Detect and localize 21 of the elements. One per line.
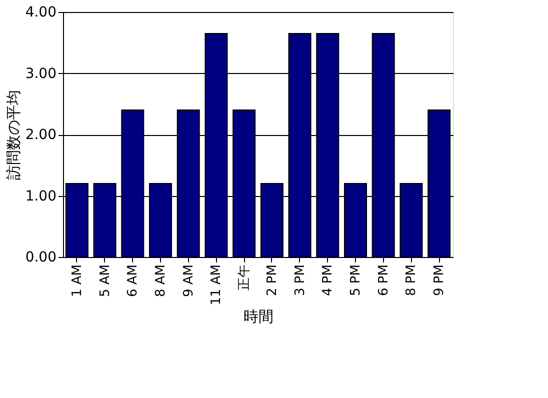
- x-tick-label: 正午: [237, 264, 252, 290]
- x-tick-label: 6 AM: [126, 264, 141, 298]
- y-tick-label: 0.00: [25, 250, 56, 266]
- x-tick-label: 8 PM: [404, 264, 420, 296]
- x-tick-label: 5 PM: [348, 264, 364, 296]
- x-tick-label: 2 PM: [264, 264, 280, 296]
- x-tick-label: 8 AM: [154, 264, 168, 298]
- x-axis-title: 時間: [244, 307, 274, 326]
- x-tick-label: 9 AM: [181, 264, 196, 298]
- y-tick-label: 4.00: [25, 4, 56, 20]
- x-tick-label: 1 AM: [70, 264, 85, 298]
- y-axis-title: 訪問数の平均: [4, 90, 22, 180]
- x-tick-label: 3 PM: [292, 264, 308, 296]
- x-tick-label: 6 PM: [376, 264, 392, 296]
- y-tick-label: 1.00: [25, 188, 56, 204]
- x-tick-label: 4 PM: [320, 264, 336, 296]
- x-tick-label: 5 AM: [98, 264, 113, 298]
- x-tick-label: 9 PM: [432, 264, 448, 296]
- y-tick-label: 2.00: [25, 127, 56, 143]
- y-tick-label: 3.00: [25, 66, 56, 82]
- x-tick-label: 11 AM: [209, 264, 224, 306]
